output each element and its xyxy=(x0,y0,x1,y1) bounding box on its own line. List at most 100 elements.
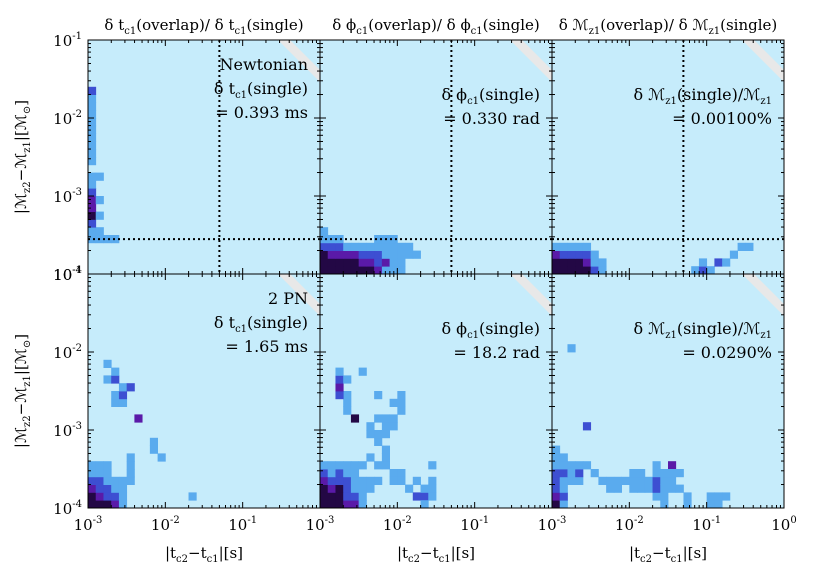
heatmap-cell xyxy=(621,476,630,485)
heatmap-cell xyxy=(552,250,561,259)
heatmap-cell xyxy=(397,476,406,485)
heatmap-cell xyxy=(552,484,561,493)
diagonal-band xyxy=(278,274,320,316)
panel-background xyxy=(88,40,320,274)
heatmap-cell xyxy=(629,484,638,493)
heatmap-cell xyxy=(652,484,661,493)
heatmap-cell xyxy=(320,235,329,244)
heatmap-cell xyxy=(575,469,584,478)
heatmap-cell xyxy=(335,484,344,493)
heatmap-cell xyxy=(327,492,336,501)
heatmap-cell xyxy=(559,492,568,501)
heatmap-cell xyxy=(374,437,383,446)
heatmap-cell xyxy=(559,500,568,509)
heatmap-cell xyxy=(374,250,383,259)
heatmap-cell xyxy=(552,500,561,509)
heatmap-cell xyxy=(358,476,367,485)
heatmap-cell xyxy=(88,203,97,212)
heatmap-cell xyxy=(389,250,398,259)
heatmap-cell xyxy=(320,476,329,485)
heatmap-cell xyxy=(343,398,352,407)
heatmap-cell xyxy=(420,492,429,501)
heatmap-cell xyxy=(381,258,390,267)
heatmap-cell xyxy=(598,266,607,275)
heatmap-cell xyxy=(358,484,367,493)
y-axis-label: |ℳz2−ℳz1|[ℳ⊙] xyxy=(12,334,33,448)
panel-annotation-line: = 0.00100% xyxy=(672,109,772,128)
heatmap-cell xyxy=(327,484,336,493)
heatmap-cell xyxy=(327,250,336,259)
heatmap-cell xyxy=(374,235,383,244)
heatmap-cell xyxy=(675,484,684,493)
heatmap-cell xyxy=(335,258,344,267)
heatmap-cell xyxy=(397,266,406,275)
heatmap-cell xyxy=(343,391,352,400)
heatmap-cell xyxy=(575,476,584,485)
heatmap-cell xyxy=(637,484,646,493)
heatmap-cell xyxy=(88,133,97,142)
heatmap-cell xyxy=(652,461,661,470)
heatmap-cell xyxy=(343,242,352,251)
heatmap-cell xyxy=(405,484,414,493)
heatmap-cell xyxy=(381,422,390,431)
heatmap-cell xyxy=(118,383,128,392)
heatmap-cell xyxy=(358,266,367,275)
heatmap-cell xyxy=(366,430,375,439)
x-axis-label: |tc2−tc1|[s] xyxy=(397,544,475,565)
heatmap-cell xyxy=(88,227,97,236)
heatmap-cell xyxy=(397,469,406,478)
heatmap-cell xyxy=(428,492,437,501)
heatmap-cell xyxy=(335,235,344,244)
heatmap-cell xyxy=(366,258,375,267)
heatmap-cell xyxy=(644,476,653,485)
heatmap-cell xyxy=(358,242,367,251)
heatmap-cell xyxy=(320,266,329,275)
y-tick-label: 10-4 xyxy=(53,499,82,518)
heatmap-cell xyxy=(559,266,568,275)
panel-annotation-line: 2 PN xyxy=(268,289,308,308)
heatmap-cell xyxy=(575,242,584,251)
heatmap-cell xyxy=(706,266,715,275)
heatmap-cell xyxy=(389,469,398,478)
heatmap-cell xyxy=(374,266,383,275)
heatmap-cell xyxy=(582,258,592,267)
heatmap-cell xyxy=(582,461,592,470)
heatmap-cell xyxy=(111,484,120,493)
x-tick-label: 10-1 xyxy=(228,515,257,534)
heatmap-cell xyxy=(381,461,390,470)
heatmap-cell xyxy=(149,437,158,446)
heatmap-cell xyxy=(95,196,104,205)
heatmap-cell xyxy=(397,242,406,251)
heatmap-cell xyxy=(118,391,128,400)
heatmap-cell xyxy=(698,266,708,275)
heatmap-cell xyxy=(675,469,684,478)
y-tick-label: 10-2 xyxy=(53,109,82,128)
x-tick-label: 10-1 xyxy=(460,515,489,534)
heatmap-cell xyxy=(366,476,375,485)
heatmap-cell xyxy=(567,469,576,478)
heatmap-cell xyxy=(691,266,700,275)
heatmap-cell xyxy=(88,469,97,478)
heatmap-cell xyxy=(95,484,104,493)
heatmap-cell xyxy=(335,375,344,384)
heatmap-cell xyxy=(88,461,97,470)
heatmap-cell xyxy=(358,250,367,259)
x-tick-label: 10-1 xyxy=(692,515,721,534)
x-tick-label: 10-2 xyxy=(151,515,180,534)
heatmap-cell xyxy=(660,476,669,485)
heatmap-cell xyxy=(660,500,669,509)
heatmap-cell xyxy=(88,141,97,150)
panel-background xyxy=(552,40,784,274)
panel-annotation-line: δ tc1(single) xyxy=(214,79,308,101)
heatmap-cell xyxy=(343,258,352,267)
panel-annotation-line: = 0.0290% xyxy=(682,343,772,362)
heatmap-cell xyxy=(343,266,352,275)
panel-annotation-line: = 1.65 ms xyxy=(225,337,308,356)
heatmap-cell xyxy=(95,492,104,501)
heatmap-cell xyxy=(88,149,97,158)
heatmap-cell xyxy=(366,484,375,493)
heatmap-cell xyxy=(374,258,383,267)
heatmap-cell xyxy=(629,476,638,485)
heatmap-cell xyxy=(88,118,97,127)
heatmap-cell xyxy=(613,484,622,493)
